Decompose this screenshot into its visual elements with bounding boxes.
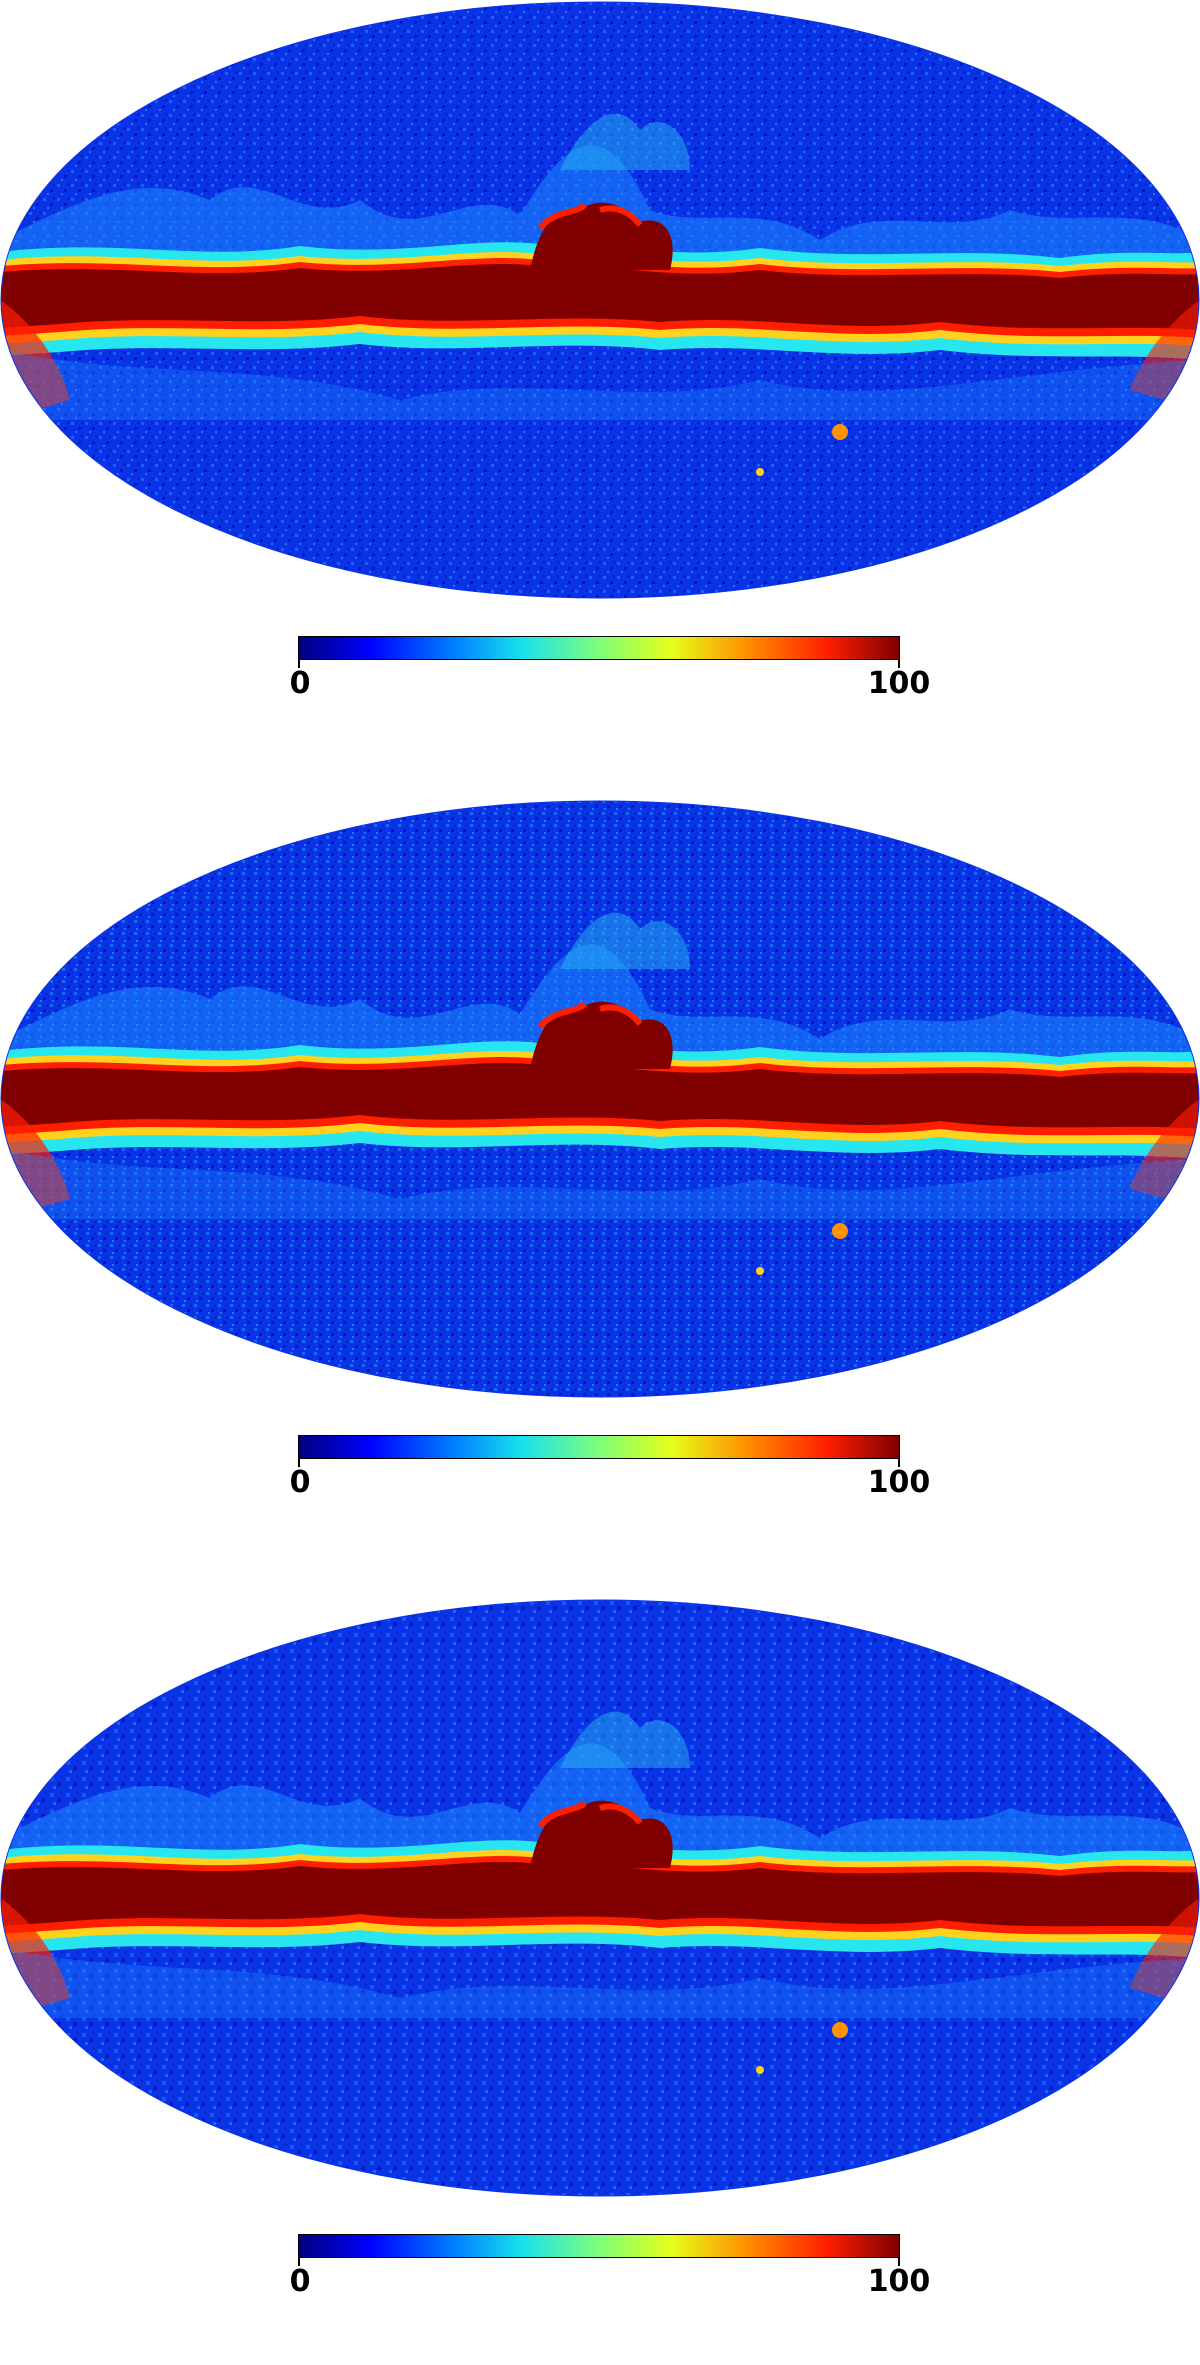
colorbar-3-tick-min [298, 2258, 300, 2266]
sky-map-panel-3: 0 100 [0, 1598, 1200, 2365]
colorbar-2-tick-min [298, 1459, 300, 1467]
colorbar-3-tick-max [898, 2258, 900, 2266]
colorbar-1-tick-max [898, 660, 900, 668]
colorbar-1 [298, 636, 900, 660]
colorbar-2 [298, 1435, 900, 1459]
sky-map-1 [0, 1, 1200, 599]
sky-map-panel-1: 0 100 [0, 0, 1200, 767]
colorbar-1-tick-min [298, 660, 300, 668]
colorbar-2-min-label: 0 [289, 1465, 311, 1500]
colorbar-2-max-label: 100 [867, 1465, 931, 1500]
colorbar-1-min-label: 0 [289, 666, 311, 701]
sky-map-3-field [1, 1600, 1199, 2196]
colorbar-3-min-label: 0 [289, 2264, 311, 2299]
colorbar-1-max-label: 100 [867, 666, 931, 701]
sky-map-panel-2: 0 100 [0, 799, 1200, 1566]
sky-map-2-field [1, 801, 1199, 1397]
sky-map-1-field [1, 2, 1199, 598]
sky-map-2 [0, 800, 1200, 1398]
colorbar-3 [298, 2234, 900, 2258]
colorbar-3-max-label: 100 [867, 2264, 931, 2299]
colorbar-2-tick-max [898, 1459, 900, 1467]
sky-map-3 [0, 1599, 1200, 2197]
